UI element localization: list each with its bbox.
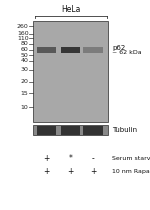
Text: -: - [92, 154, 94, 163]
Text: 20: 20 [21, 79, 28, 84]
Text: 30: 30 [21, 67, 28, 72]
Text: 50: 50 [21, 52, 28, 58]
Text: HeLa: HeLa [61, 5, 80, 14]
Text: Tubulin: Tubulin [112, 127, 138, 133]
Text: +: + [90, 167, 96, 176]
Text: +: + [43, 154, 50, 163]
Bar [83, 126, 103, 135]
Bar [37, 47, 56, 53]
Text: 15: 15 [21, 91, 28, 96]
Text: 260: 260 [17, 24, 28, 29]
Text: 10 nm Rapamycin: 10 nm Rapamycin [112, 169, 150, 174]
Bar [33, 125, 108, 135]
Bar [83, 47, 103, 53]
Bar [37, 126, 56, 135]
Text: 110: 110 [17, 36, 28, 41]
Text: +: + [43, 167, 50, 176]
Text: p62: p62 [112, 45, 126, 51]
Text: +: + [67, 167, 74, 176]
Bar [61, 47, 80, 53]
Text: ~ 62 kDa: ~ 62 kDa [112, 50, 142, 55]
Text: 60: 60 [21, 47, 28, 52]
Bar [61, 126, 80, 135]
Text: 40: 40 [21, 58, 28, 63]
Text: *: * [69, 154, 72, 163]
Bar [33, 21, 108, 122]
Text: 10: 10 [21, 105, 28, 110]
Text: 160: 160 [17, 31, 28, 36]
Text: 80: 80 [21, 41, 28, 46]
Text: Serum starved: Serum starved [112, 156, 150, 161]
